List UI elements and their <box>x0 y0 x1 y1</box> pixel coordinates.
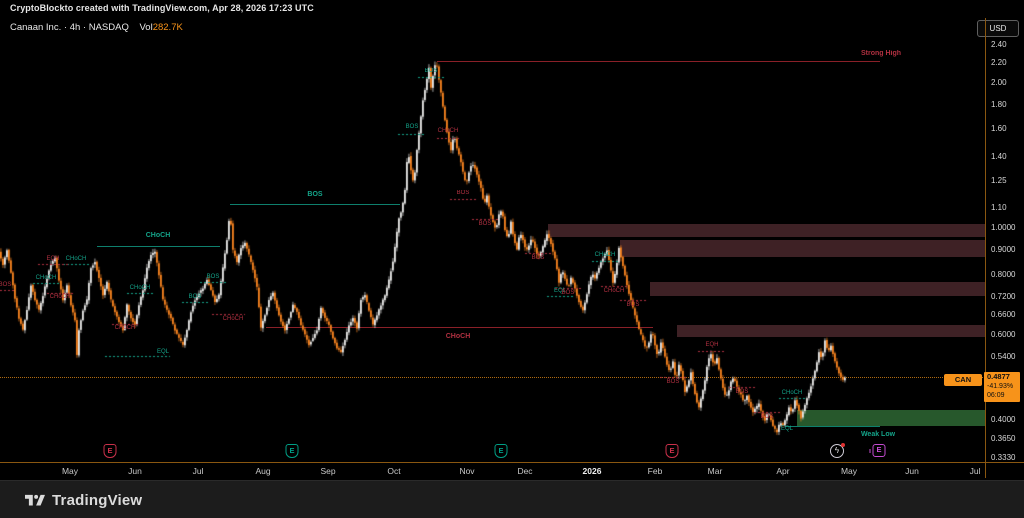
smc-label-eql: EQL <box>780 426 794 432</box>
smc-label-bos: BOS <box>456 190 470 196</box>
smc-label-bos: BOS <box>424 68 438 74</box>
smc-label-choch: CHoCH <box>445 333 471 340</box>
smc-label-choch: CHoCH <box>35 275 57 281</box>
smc-label-choch: CHoCH <box>603 288 625 294</box>
smc-label-weak-low: Weak Low <box>860 431 896 438</box>
smc-label-choch: CHoCH <box>49 294 71 300</box>
smc-label-bos: BOS <box>206 274 220 280</box>
smc-label-choch: CHoCH <box>437 128 459 134</box>
smc-label-eql: EQL <box>156 349 170 355</box>
smc-label-choch: CHoCH <box>145 232 171 239</box>
symbol-price-tab: CAN <box>944 374 982 386</box>
smc-label-choch: CHoCH <box>129 285 151 291</box>
smc-label-bos: BOS <box>405 124 419 130</box>
smc-label-choch: CHoCH <box>114 325 136 331</box>
smc-label-bos: BOS <box>0 282 12 288</box>
smc-label-bos: BOS <box>478 221 492 227</box>
smc-label-choch: CHoCH <box>222 316 244 322</box>
smc-label-strong-high: Strong High <box>860 50 902 57</box>
smc-label-bos: BOS <box>531 255 545 261</box>
smc-label-bos: BOS <box>307 191 323 198</box>
smc-label-bos: BOS <box>561 290 575 296</box>
smc-label-eql: EQL <box>553 288 567 294</box>
smc-label-eqh: EQH <box>46 256 60 262</box>
smc-label-bos: BOS <box>188 294 202 300</box>
current-price-change: -41.93% <box>987 382 1014 390</box>
smc-label-choch: CHoCH <box>594 252 616 258</box>
smc-label-eqh: EQH <box>705 342 719 348</box>
smc-label-bos: BOS <box>760 414 774 420</box>
smc-label-bos: BOS <box>626 302 640 308</box>
smc-label-choch: CHoCH <box>781 390 803 396</box>
bar-countdown: 06:09 <box>987 392 1005 399</box>
current-price-value: 0.4877 <box>987 372 1010 381</box>
smc-label-bos: BOS <box>735 389 749 395</box>
current-price-label: 0.4877 -41.93% 06:09 <box>984 372 1020 402</box>
smc-label-bos: BOS <box>666 379 680 385</box>
smc-label-choch: CHoCH <box>65 256 87 262</box>
